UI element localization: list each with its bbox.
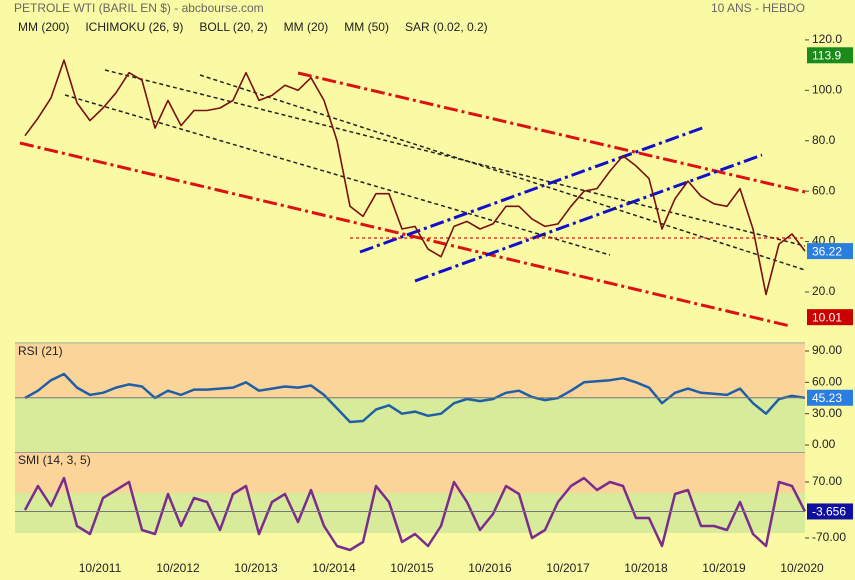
y-tick-label: 60.0 — [812, 183, 836, 197]
value-badge — [807, 309, 853, 326]
y-tick-label: 0.00 — [812, 437, 836, 451]
x-tick-label: 10/2011 — [79, 561, 122, 575]
x-tick-label: 10/2012 — [156, 561, 200, 575]
y-tick-label: -70.00 — [812, 530, 846, 544]
y-tick-label: 80.0 — [812, 133, 836, 147]
x-tick-label: 10/2015 — [390, 561, 434, 575]
value-badge-label: 113.9 — [812, 48, 841, 62]
y-tick-label: 120.0 — [812, 32, 842, 46]
smi-overbought-zone — [15, 453, 805, 493]
chart-title: PETROLE WTI (BARIL EN $) - abcbourse.com — [14, 1, 264, 15]
panel-title: RSI (21) — [18, 344, 63, 358]
value-badge — [807, 389, 853, 406]
x-tick-label: 10/2018 — [624, 561, 668, 575]
panel-title: SMI (14, 3, 5) — [18, 453, 91, 467]
x-tick-label: 10/2013 — [234, 561, 278, 575]
y-tick-label: 60.00 — [812, 375, 842, 389]
trend-line — [64, 94, 611, 256]
value-badge — [807, 243, 853, 260]
trend-line — [104, 69, 806, 247]
line-series — [24, 59, 806, 296]
y-tick-label: 70.00 — [812, 474, 842, 488]
legend-entry: SAR (0.02, 0.2) — [405, 20, 488, 34]
chart-subtitle: 10 ANS - HEBDO — [711, 1, 805, 15]
value-badge — [807, 47, 853, 64]
x-tick-label: 10/2020 — [780, 561, 824, 575]
trend-line — [199, 74, 806, 271]
trend-line — [19, 141, 791, 328]
rsi-overbought-zone — [15, 344, 805, 397]
rsi-zone — [15, 397, 805, 452]
trend-line — [414, 153, 763, 283]
line-series — [23, 476, 807, 552]
x-tick-label: 10/2016 — [468, 561, 512, 575]
y-tick-label: 100.0 — [812, 82, 842, 96]
y-tick-label: 30.00 — [812, 406, 842, 420]
value-badge-label: 36.22 — [812, 244, 842, 258]
value-badge-label: 45.23 — [812, 391, 842, 405]
x-tick-label: 10/2019 — [702, 561, 746, 575]
legend-entry: BOLL (20, 2) — [199, 20, 267, 34]
x-tick-label: 10/2014 — [312, 561, 356, 575]
legend-entry: MM (50) — [344, 20, 389, 34]
legend-entry: ICHIMOKU (26, 9) — [85, 20, 183, 34]
legend-entry: MM (200) — [18, 20, 69, 34]
y-tick-label: 20.0 — [812, 284, 836, 298]
value-badge — [807, 503, 853, 520]
trend-line — [297, 71, 806, 194]
legend-entry: MM (20) — [284, 20, 329, 34]
value-badge-label: -3.656 — [812, 505, 846, 519]
value-badge-label: 10.01 — [812, 310, 842, 324]
x-tick-label: 10/2017 — [546, 561, 590, 575]
y-tick-label: 90.00 — [812, 343, 842, 357]
